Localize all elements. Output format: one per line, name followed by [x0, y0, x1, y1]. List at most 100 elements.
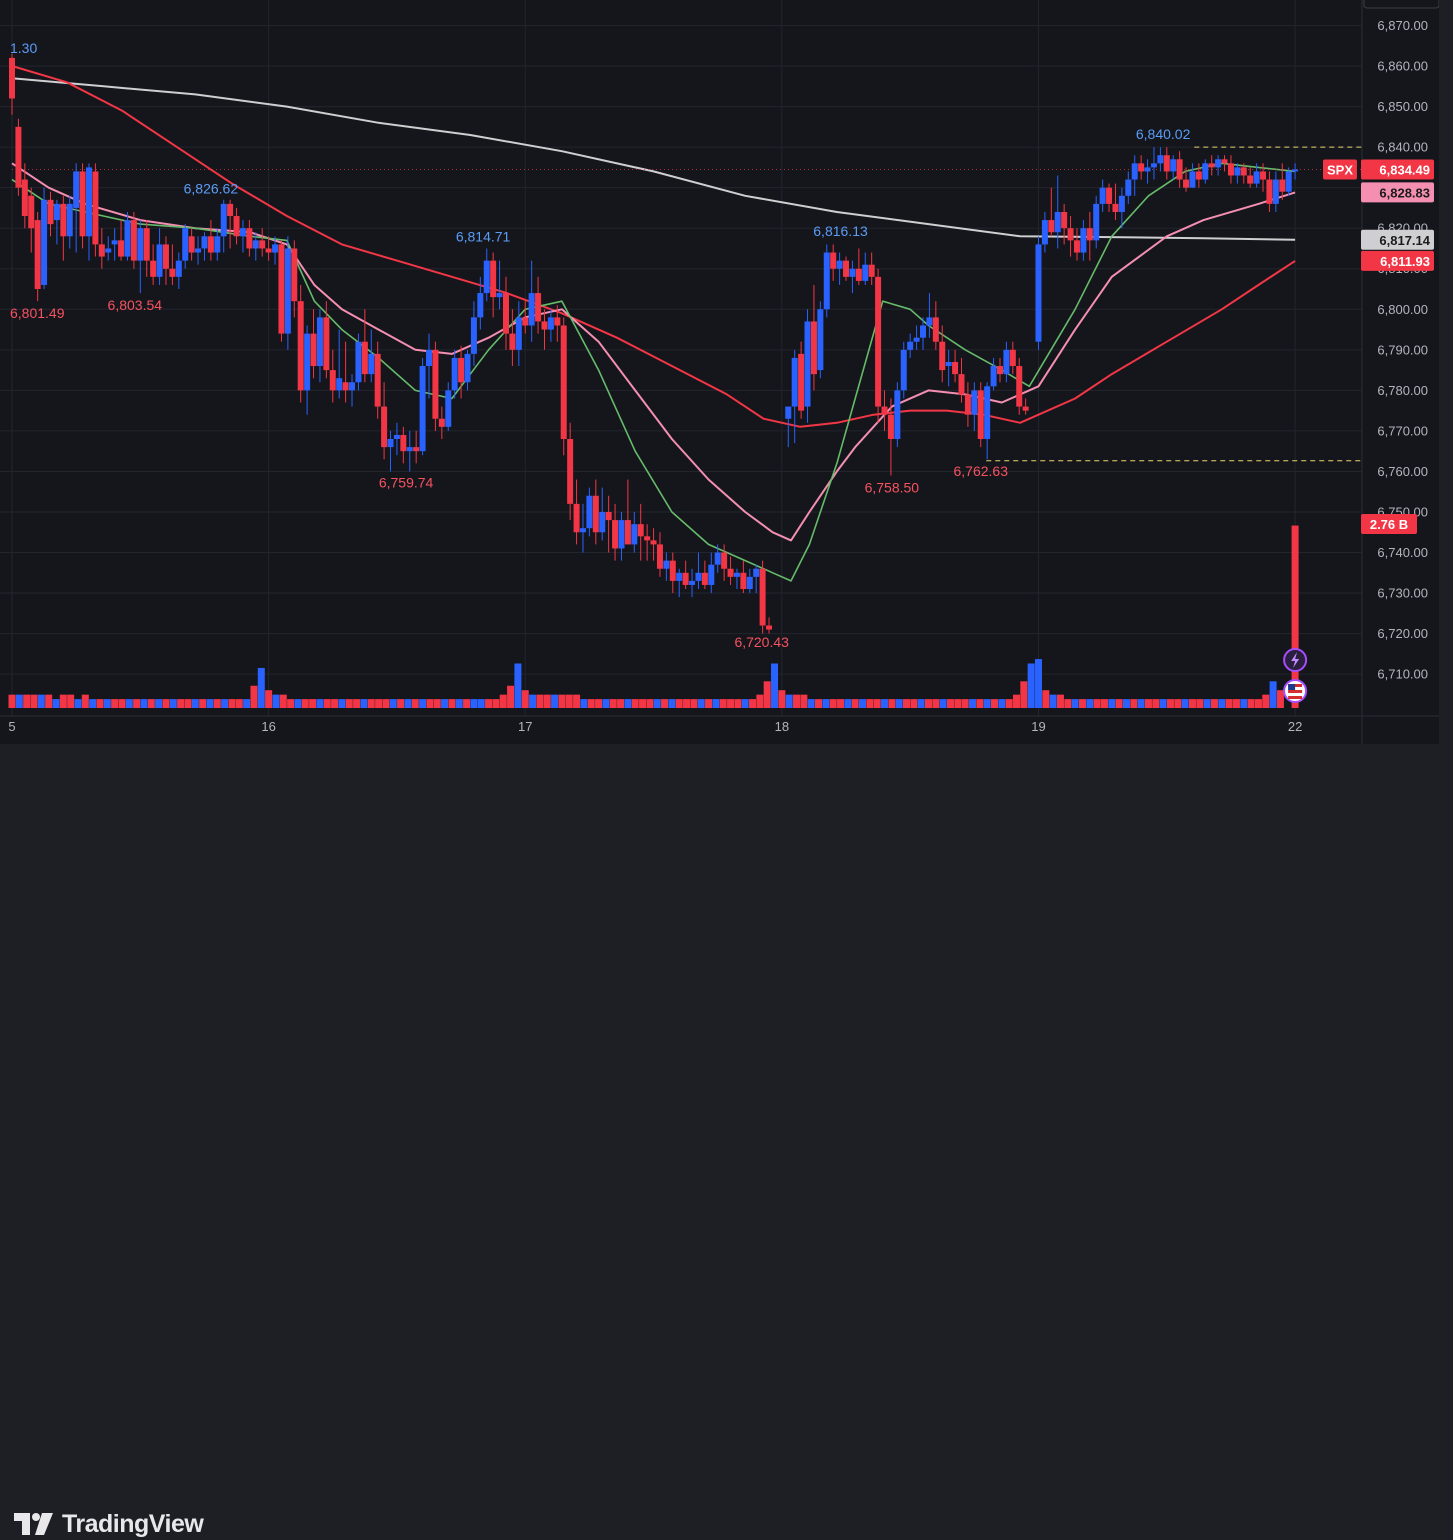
- candle-body[interactable]: [1016, 366, 1023, 407]
- candle-body[interactable]: [124, 220, 131, 257]
- candle-body[interactable]: [1054, 211, 1061, 233]
- candle-body[interactable]: [1195, 171, 1202, 180]
- candle-body[interactable]: [920, 325, 927, 338]
- candle-body[interactable]: [1003, 349, 1010, 375]
- candle-body[interactable]: [393, 434, 400, 440]
- candle-body[interactable]: [682, 572, 689, 585]
- candle-body[interactable]: [1093, 203, 1100, 241]
- candle-body[interactable]: [156, 244, 163, 277]
- candle-body[interactable]: [894, 390, 901, 440]
- price-tag[interactable]: [1361, 250, 1434, 271]
- candle-body[interactable]: [804, 321, 811, 407]
- candle-body[interactable]: [246, 228, 253, 249]
- candle-body[interactable]: [913, 337, 920, 342]
- volume-tag[interactable]: [1361, 514, 1417, 534]
- candle-body[interactable]: [753, 568, 760, 577]
- candle-body[interactable]: [618, 520, 625, 549]
- candle-body[interactable]: [1138, 163, 1145, 172]
- candle-body[interactable]: [464, 353, 471, 383]
- candle-body[interactable]: [451, 357, 458, 391]
- candle-body[interactable]: [579, 528, 586, 533]
- candle-body[interactable]: [188, 236, 195, 253]
- candle-body[interactable]: [701, 572, 708, 585]
- candle-body[interactable]: [361, 341, 368, 375]
- candle-body[interactable]: [1150, 163, 1157, 168]
- candle-body[interactable]: [1067, 228, 1074, 241]
- candle-body[interactable]: [1202, 163, 1209, 180]
- candle-body[interactable]: [676, 572, 683, 581]
- candle-body[interactable]: [971, 390, 978, 415]
- candle-body[interactable]: [227, 203, 234, 217]
- candle-body[interactable]: [612, 520, 619, 549]
- candle-body[interactable]: [182, 228, 189, 261]
- candle-body[interactable]: [1221, 159, 1228, 164]
- candle-body[interactable]: [41, 199, 48, 285]
- candle-body[interactable]: [1144, 167, 1151, 172]
- candle-body[interactable]: [374, 353, 381, 407]
- candle-body[interactable]: [528, 293, 535, 326]
- candle-body[interactable]: [387, 439, 394, 448]
- candle-body[interactable]: [868, 264, 875, 277]
- candle-body[interactable]: [663, 560, 670, 569]
- candle-body[interactable]: [381, 406, 388, 448]
- candle-body[interactable]: [637, 524, 644, 537]
- candle-body[interactable]: [400, 434, 407, 452]
- candle-body[interactable]: [964, 394, 971, 415]
- candle-body[interactable]: [9, 57, 15, 99]
- candle-body[interactable]: [1035, 244, 1042, 342]
- candle-body[interactable]: [329, 370, 336, 391]
- price-chart[interactable]: 6,870.006,860.006,850.006,840.006,830.00…: [0, 0, 1439, 744]
- candle-body[interactable]: [746, 576, 753, 590]
- candle-body[interactable]: [733, 572, 740, 577]
- candle-body[interactable]: [592, 495, 599, 533]
- candle-body[interactable]: [547, 317, 554, 330]
- candle-body[interactable]: [1022, 406, 1029, 411]
- price-tag[interactable]: [1361, 229, 1434, 250]
- candle-body[interactable]: [554, 317, 561, 326]
- candle-body[interactable]: [15, 126, 22, 188]
- candle-body[interactable]: [1279, 179, 1286, 192]
- candle-body[interactable]: [605, 511, 612, 521]
- candle-body[interactable]: [541, 321, 548, 330]
- candle-body[interactable]: [669, 560, 676, 581]
- candle-body[interactable]: [631, 524, 638, 545]
- candle-body[interactable]: [766, 625, 773, 630]
- candle-body[interactable]: [843, 260, 850, 277]
- candle-body[interactable]: [60, 203, 67, 237]
- candle-body[interactable]: [297, 301, 304, 391]
- candle-body[interactable]: [1285, 171, 1292, 192]
- candle-body[interactable]: [265, 248, 272, 253]
- candle-body[interactable]: [695, 572, 702, 581]
- candle-body[interactable]: [73, 171, 80, 208]
- candle-body[interactable]: [1163, 155, 1170, 172]
- candle-body[interactable]: [406, 447, 413, 452]
- candle-body[interactable]: [1260, 171, 1267, 180]
- candle-body[interactable]: [573, 503, 580, 533]
- candle-body[interactable]: [53, 203, 60, 221]
- candle-body[interactable]: [239, 228, 246, 237]
- candle-body[interactable]: [836, 260, 843, 269]
- candle-body[interactable]: [798, 353, 805, 411]
- candle-body[interactable]: [1118, 195, 1125, 212]
- candle-body[interactable]: [1189, 171, 1196, 188]
- candle-body[interactable]: [650, 540, 657, 545]
- candle-body[interactable]: [130, 220, 137, 261]
- candle-body[interactable]: [220, 203, 227, 237]
- candle-body[interactable]: [759, 568, 766, 626]
- candle-body[interactable]: [855, 268, 862, 281]
- candle-body[interactable]: [47, 199, 54, 225]
- candle-body[interactable]: [977, 390, 984, 440]
- candle-body[interactable]: [727, 568, 734, 577]
- candle-body[interactable]: [1125, 179, 1132, 196]
- candle-body[interactable]: [1009, 349, 1016, 367]
- axis-control-box[interactable]: [1363, 0, 1439, 9]
- candle-body[interactable]: [509, 333, 516, 350]
- candle-body[interactable]: [881, 406, 888, 415]
- candle-body[interactable]: [1183, 179, 1190, 188]
- candle-body[interactable]: [1176, 159, 1183, 180]
- candle-body[interactable]: [143, 228, 150, 261]
- candle-body[interactable]: [349, 382, 356, 391]
- candle-body[interactable]: [111, 240, 118, 245]
- tradingview-brand[interactable]: TradingView: [14, 1508, 204, 1540]
- candle-body[interactable]: [708, 564, 715, 585]
